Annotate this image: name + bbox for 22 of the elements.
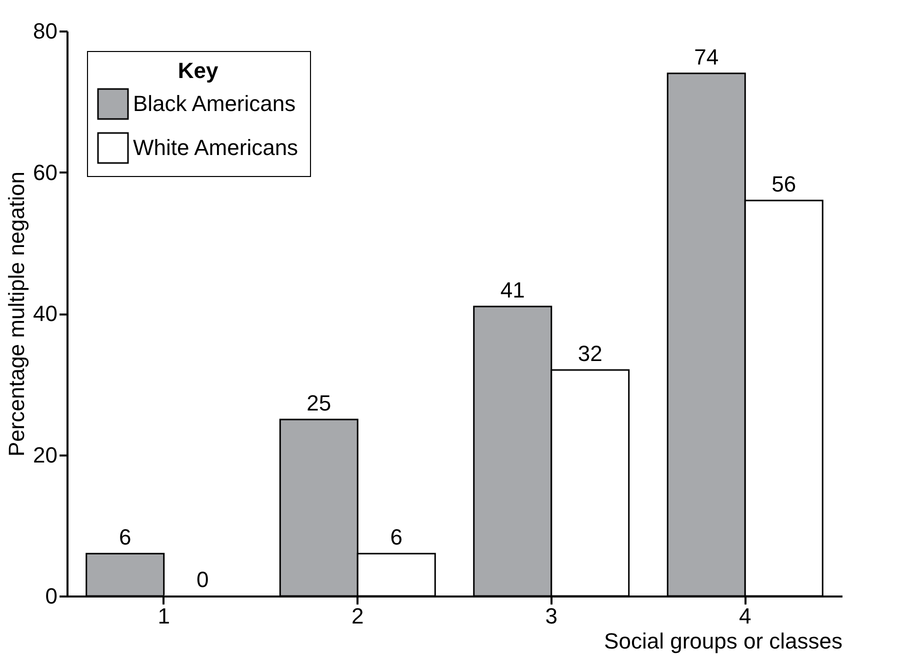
data-label: 32 [578,341,602,366]
data-label: 25 [306,390,332,416]
data-label: 6 [390,524,402,550]
data-label: 56 [772,172,796,196]
x-axis-title: Social groups or classes [604,628,842,654]
x-tick-label: 1 [158,604,170,628]
x-tick-label: 2 [352,604,364,628]
legend-label: White Americans [133,135,298,160]
y-tick-label: 0 [45,584,58,608]
x-tick-label: 3 [545,604,558,628]
data-label: 0 [196,567,209,592]
y-tick-label: 20 [33,442,58,468]
legend-title: Key [178,58,219,83]
y-tick-label: 40 [33,301,58,326]
data-label: 74 [694,44,719,70]
y-axis-title: Percentage multiple negation [4,172,30,456]
x-tick-label: 4 [739,604,752,628]
data-label: 41 [500,277,525,302]
y-tick-label: 60 [33,160,58,185]
data-label: 6 [119,524,132,550]
y-tick-label: 80 [33,18,58,44]
legend-label: Black Americans [133,91,296,116]
